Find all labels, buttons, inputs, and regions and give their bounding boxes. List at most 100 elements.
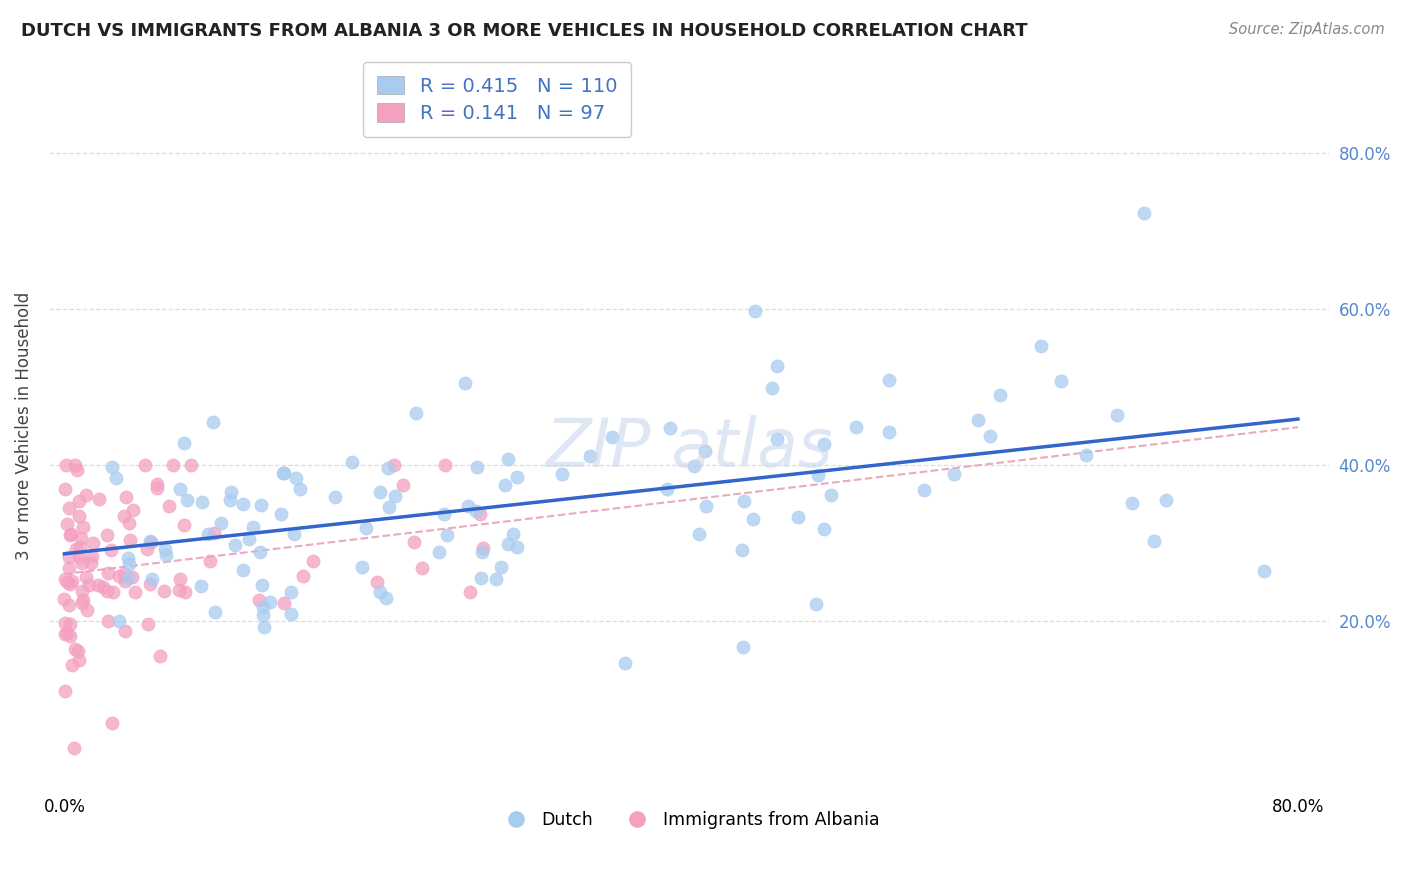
Point bbox=[169, 483, 191, 497]
Point bbox=[197, 526, 219, 541]
Point bbox=[76, 603, 98, 617]
Point bbox=[988, 387, 1011, 401]
Point bbox=[53, 591, 76, 606]
Point bbox=[273, 467, 295, 481]
Point bbox=[70, 556, 93, 570]
Point bbox=[141, 534, 163, 549]
Point bbox=[979, 428, 1001, 442]
Point bbox=[765, 359, 787, 374]
Point bbox=[273, 596, 295, 610]
Point bbox=[786, 509, 808, 524]
Point bbox=[66, 644, 89, 658]
Point bbox=[460, 585, 482, 599]
Point bbox=[384, 489, 406, 503]
Point bbox=[198, 554, 221, 568]
Point bbox=[614, 656, 637, 670]
Point bbox=[494, 477, 516, 491]
Point bbox=[695, 500, 717, 514]
Point bbox=[101, 585, 124, 599]
Point bbox=[731, 543, 754, 558]
Point bbox=[157, 499, 180, 513]
Point bbox=[242, 520, 264, 534]
Point bbox=[551, 467, 574, 481]
Text: ZIP atlas: ZIP atlas bbox=[546, 416, 832, 482]
Point bbox=[252, 608, 274, 623]
Point bbox=[53, 482, 76, 496]
Point bbox=[411, 561, 433, 575]
Point bbox=[250, 578, 273, 592]
Point bbox=[167, 582, 190, 597]
Point bbox=[141, 572, 163, 586]
Point bbox=[454, 376, 477, 390]
Point bbox=[232, 497, 254, 511]
Point bbox=[77, 578, 100, 592]
Point bbox=[733, 494, 755, 508]
Point bbox=[67, 493, 90, 508]
Point bbox=[465, 459, 488, 474]
Point bbox=[146, 481, 169, 495]
Point bbox=[59, 616, 82, 631]
Point bbox=[405, 406, 427, 420]
Point bbox=[288, 482, 311, 496]
Point bbox=[108, 614, 131, 628]
Point bbox=[96, 528, 118, 542]
Point bbox=[302, 554, 325, 568]
Point bbox=[489, 559, 512, 574]
Point bbox=[280, 584, 302, 599]
Point bbox=[498, 537, 520, 551]
Point bbox=[174, 585, 197, 599]
Point bbox=[59, 528, 82, 542]
Point bbox=[60, 657, 83, 672]
Point bbox=[1154, 492, 1177, 507]
Point bbox=[292, 569, 315, 583]
Point bbox=[820, 488, 842, 502]
Point bbox=[465, 503, 488, 517]
Point bbox=[136, 617, 159, 632]
Point bbox=[114, 574, 136, 588]
Point bbox=[813, 437, 835, 451]
Point bbox=[58, 549, 80, 564]
Point bbox=[766, 432, 789, 446]
Point bbox=[138, 576, 160, 591]
Point bbox=[112, 509, 135, 524]
Point bbox=[67, 550, 90, 565]
Point bbox=[813, 522, 835, 536]
Point bbox=[180, 458, 202, 473]
Point bbox=[249, 545, 271, 559]
Point bbox=[366, 574, 388, 589]
Point bbox=[506, 470, 529, 484]
Point bbox=[117, 571, 139, 585]
Point bbox=[148, 648, 170, 663]
Point bbox=[202, 416, 225, 430]
Point bbox=[1050, 374, 1073, 388]
Point bbox=[121, 570, 143, 584]
Text: Source: ZipAtlas.com: Source: ZipAtlas.com bbox=[1229, 22, 1385, 37]
Point bbox=[323, 490, 346, 504]
Point bbox=[75, 570, 97, 584]
Point bbox=[202, 525, 225, 540]
Point bbox=[404, 535, 426, 549]
Point bbox=[340, 455, 363, 469]
Point bbox=[742, 512, 765, 526]
Point bbox=[134, 458, 156, 473]
Point bbox=[97, 566, 120, 581]
Point bbox=[173, 517, 195, 532]
Point bbox=[56, 626, 79, 640]
Point bbox=[470, 571, 492, 585]
Point bbox=[231, 563, 253, 577]
Point bbox=[117, 550, 139, 565]
Point bbox=[97, 614, 120, 628]
Point bbox=[66, 463, 89, 477]
Point bbox=[58, 598, 80, 612]
Point bbox=[100, 543, 122, 558]
Point bbox=[382, 458, 405, 473]
Point bbox=[63, 642, 86, 657]
Point bbox=[392, 478, 415, 492]
Point bbox=[70, 596, 93, 610]
Point bbox=[253, 620, 276, 634]
Point bbox=[1133, 206, 1156, 220]
Point bbox=[688, 527, 710, 541]
Point bbox=[204, 605, 226, 619]
Point bbox=[224, 538, 246, 552]
Point bbox=[221, 484, 243, 499]
